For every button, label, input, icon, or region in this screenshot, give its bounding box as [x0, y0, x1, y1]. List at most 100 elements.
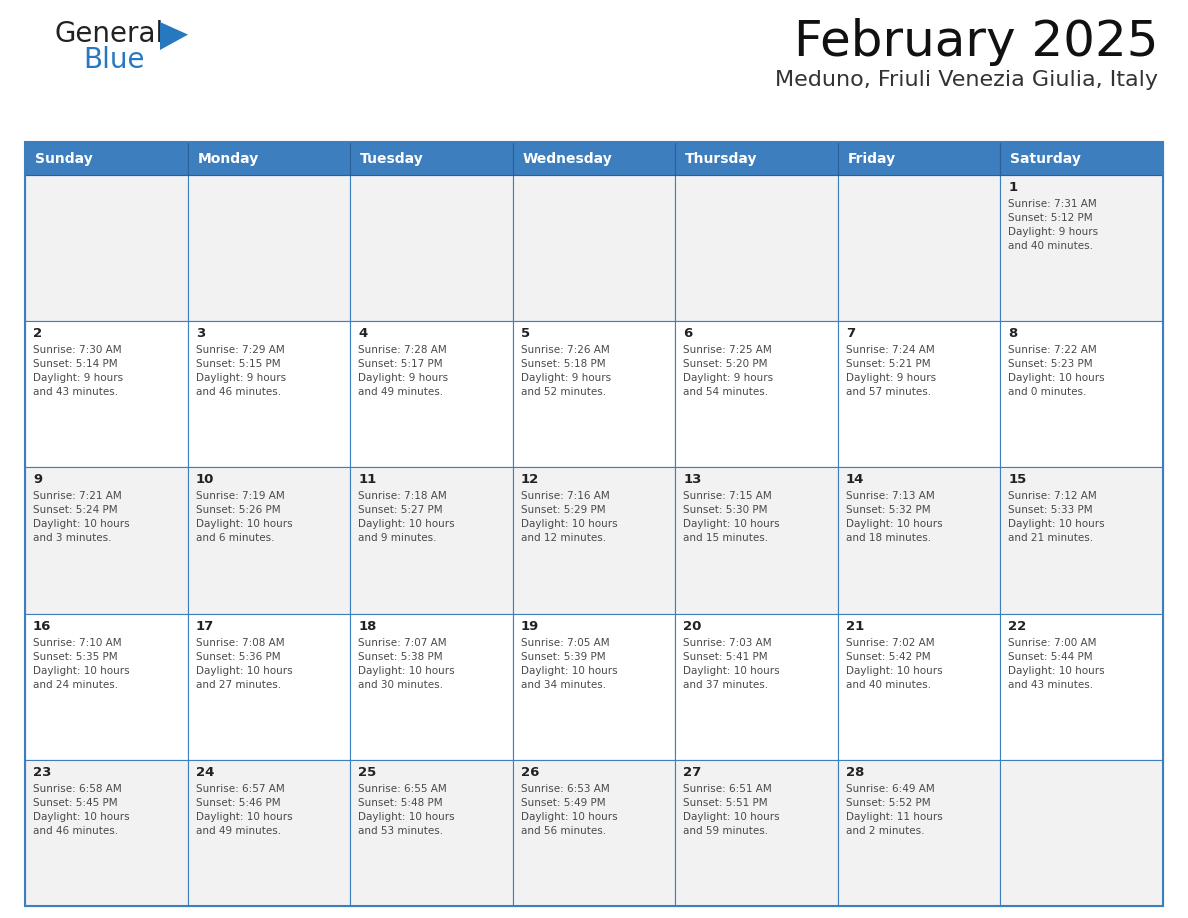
Bar — [513, 613, 675, 760]
Text: 27: 27 — [683, 766, 702, 778]
Bar — [513, 142, 675, 175]
Bar — [513, 321, 675, 467]
Text: Sunrise: 7:05 AM
Sunset: 5:39 PM
Daylight: 10 hours
and 34 minutes.: Sunrise: 7:05 AM Sunset: 5:39 PM Dayligh… — [520, 638, 618, 689]
Bar — [675, 613, 838, 760]
Text: 28: 28 — [846, 766, 864, 778]
Bar — [1000, 321, 1163, 467]
Bar — [25, 175, 188, 321]
Polygon shape — [160, 22, 188, 50]
Text: Sunrise: 7:24 AM
Sunset: 5:21 PM
Daylight: 9 hours
and 57 minutes.: Sunrise: 7:24 AM Sunset: 5:21 PM Dayligh… — [846, 345, 936, 397]
Text: 1: 1 — [1009, 181, 1018, 194]
Bar — [25, 467, 188, 613]
Text: Sunrise: 7:26 AM
Sunset: 5:18 PM
Daylight: 9 hours
and 52 minutes.: Sunrise: 7:26 AM Sunset: 5:18 PM Dayligh… — [520, 345, 611, 397]
Bar — [675, 321, 838, 467]
Text: Sunrise: 7:25 AM
Sunset: 5:20 PM
Daylight: 9 hours
and 54 minutes.: Sunrise: 7:25 AM Sunset: 5:20 PM Dayligh… — [683, 345, 773, 397]
Text: 6: 6 — [683, 327, 693, 341]
Bar — [1000, 142, 1163, 175]
Text: Saturday: Saturday — [1011, 151, 1081, 165]
Text: 13: 13 — [683, 474, 702, 487]
Text: Sunday: Sunday — [34, 151, 93, 165]
Bar — [350, 467, 513, 613]
Text: Sunrise: 6:57 AM
Sunset: 5:46 PM
Daylight: 10 hours
and 49 minutes.: Sunrise: 6:57 AM Sunset: 5:46 PM Dayligh… — [196, 784, 292, 835]
Text: 7: 7 — [846, 327, 855, 341]
Bar — [838, 142, 1000, 175]
Bar — [1000, 467, 1163, 613]
Text: February 2025: February 2025 — [794, 18, 1158, 66]
Text: 4: 4 — [358, 327, 367, 341]
Text: Sunrise: 7:18 AM
Sunset: 5:27 PM
Daylight: 10 hours
and 9 minutes.: Sunrise: 7:18 AM Sunset: 5:27 PM Dayligh… — [358, 491, 455, 543]
Bar — [513, 467, 675, 613]
Text: Sunrise: 7:02 AM
Sunset: 5:42 PM
Daylight: 10 hours
and 40 minutes.: Sunrise: 7:02 AM Sunset: 5:42 PM Dayligh… — [846, 638, 942, 689]
Text: Sunrise: 7:03 AM
Sunset: 5:41 PM
Daylight: 10 hours
and 37 minutes.: Sunrise: 7:03 AM Sunset: 5:41 PM Dayligh… — [683, 638, 779, 689]
Text: 22: 22 — [1009, 620, 1026, 633]
Text: Thursday: Thursday — [685, 151, 758, 165]
Text: 23: 23 — [33, 766, 51, 778]
Text: 5: 5 — [520, 327, 530, 341]
Text: Sunrise: 7:30 AM
Sunset: 5:14 PM
Daylight: 9 hours
and 43 minutes.: Sunrise: 7:30 AM Sunset: 5:14 PM Dayligh… — [33, 345, 124, 397]
Text: Sunrise: 6:58 AM
Sunset: 5:45 PM
Daylight: 10 hours
and 46 minutes.: Sunrise: 6:58 AM Sunset: 5:45 PM Dayligh… — [33, 784, 129, 835]
Bar — [1000, 760, 1163, 906]
Text: 18: 18 — [358, 620, 377, 633]
Text: 21: 21 — [846, 620, 864, 633]
Text: 25: 25 — [358, 766, 377, 778]
Text: 19: 19 — [520, 620, 539, 633]
Text: 2: 2 — [33, 327, 42, 341]
Bar — [838, 321, 1000, 467]
Text: 8: 8 — [1009, 327, 1018, 341]
Text: Tuesday: Tuesday — [360, 151, 424, 165]
Bar — [25, 321, 188, 467]
Text: 12: 12 — [520, 474, 539, 487]
Bar — [25, 142, 1163, 906]
Text: Monday: Monday — [197, 151, 259, 165]
Text: Sunrise: 7:00 AM
Sunset: 5:44 PM
Daylight: 10 hours
and 43 minutes.: Sunrise: 7:00 AM Sunset: 5:44 PM Dayligh… — [1009, 638, 1105, 689]
Text: Blue: Blue — [83, 46, 145, 74]
Text: Sunrise: 6:51 AM
Sunset: 5:51 PM
Daylight: 10 hours
and 59 minutes.: Sunrise: 6:51 AM Sunset: 5:51 PM Dayligh… — [683, 784, 779, 835]
Text: Sunrise: 7:29 AM
Sunset: 5:15 PM
Daylight: 9 hours
and 46 minutes.: Sunrise: 7:29 AM Sunset: 5:15 PM Dayligh… — [196, 345, 285, 397]
Bar — [188, 613, 350, 760]
Text: Sunrise: 7:07 AM
Sunset: 5:38 PM
Daylight: 10 hours
and 30 minutes.: Sunrise: 7:07 AM Sunset: 5:38 PM Dayligh… — [358, 638, 455, 689]
Text: Sunrise: 7:08 AM
Sunset: 5:36 PM
Daylight: 10 hours
and 27 minutes.: Sunrise: 7:08 AM Sunset: 5:36 PM Dayligh… — [196, 638, 292, 689]
Text: General: General — [55, 20, 164, 48]
Bar — [1000, 175, 1163, 321]
Text: 16: 16 — [33, 620, 51, 633]
Text: Sunrise: 7:15 AM
Sunset: 5:30 PM
Daylight: 10 hours
and 15 minutes.: Sunrise: 7:15 AM Sunset: 5:30 PM Dayligh… — [683, 491, 779, 543]
Text: Sunrise: 6:53 AM
Sunset: 5:49 PM
Daylight: 10 hours
and 56 minutes.: Sunrise: 6:53 AM Sunset: 5:49 PM Dayligh… — [520, 784, 618, 835]
Bar — [513, 760, 675, 906]
Bar — [838, 175, 1000, 321]
Bar — [350, 175, 513, 321]
Text: 24: 24 — [196, 766, 214, 778]
Text: 3: 3 — [196, 327, 204, 341]
Bar — [188, 760, 350, 906]
Text: 20: 20 — [683, 620, 702, 633]
Bar — [350, 613, 513, 760]
Bar — [188, 467, 350, 613]
Text: Sunrise: 7:12 AM
Sunset: 5:33 PM
Daylight: 10 hours
and 21 minutes.: Sunrise: 7:12 AM Sunset: 5:33 PM Dayligh… — [1009, 491, 1105, 543]
Bar — [350, 321, 513, 467]
Text: Sunrise: 7:19 AM
Sunset: 5:26 PM
Daylight: 10 hours
and 6 minutes.: Sunrise: 7:19 AM Sunset: 5:26 PM Dayligh… — [196, 491, 292, 543]
Text: Wednesday: Wednesday — [523, 151, 613, 165]
Text: Sunrise: 7:22 AM
Sunset: 5:23 PM
Daylight: 10 hours
and 0 minutes.: Sunrise: 7:22 AM Sunset: 5:23 PM Dayligh… — [1009, 345, 1105, 397]
Text: 10: 10 — [196, 474, 214, 487]
Bar — [188, 175, 350, 321]
Bar — [25, 760, 188, 906]
Bar — [350, 760, 513, 906]
Bar — [188, 142, 350, 175]
Bar — [188, 321, 350, 467]
Text: 9: 9 — [33, 474, 42, 487]
Bar — [675, 760, 838, 906]
Text: Sunrise: 7:31 AM
Sunset: 5:12 PM
Daylight: 9 hours
and 40 minutes.: Sunrise: 7:31 AM Sunset: 5:12 PM Dayligh… — [1009, 199, 1099, 251]
Text: Sunrise: 7:10 AM
Sunset: 5:35 PM
Daylight: 10 hours
and 24 minutes.: Sunrise: 7:10 AM Sunset: 5:35 PM Dayligh… — [33, 638, 129, 689]
Text: Meduno, Friuli Venezia Giulia, Italy: Meduno, Friuli Venezia Giulia, Italy — [775, 70, 1158, 90]
Text: 14: 14 — [846, 474, 864, 487]
Bar — [675, 175, 838, 321]
Text: Sunrise: 6:49 AM
Sunset: 5:52 PM
Daylight: 11 hours
and 2 minutes.: Sunrise: 6:49 AM Sunset: 5:52 PM Dayligh… — [846, 784, 942, 835]
Bar — [513, 175, 675, 321]
Bar — [25, 142, 188, 175]
Text: Sunrise: 7:28 AM
Sunset: 5:17 PM
Daylight: 9 hours
and 49 minutes.: Sunrise: 7:28 AM Sunset: 5:17 PM Dayligh… — [358, 345, 448, 397]
Bar — [675, 467, 838, 613]
Text: Sunrise: 7:21 AM
Sunset: 5:24 PM
Daylight: 10 hours
and 3 minutes.: Sunrise: 7:21 AM Sunset: 5:24 PM Dayligh… — [33, 491, 129, 543]
Text: 17: 17 — [196, 620, 214, 633]
Bar — [1000, 613, 1163, 760]
Text: 11: 11 — [358, 474, 377, 487]
Bar — [838, 760, 1000, 906]
